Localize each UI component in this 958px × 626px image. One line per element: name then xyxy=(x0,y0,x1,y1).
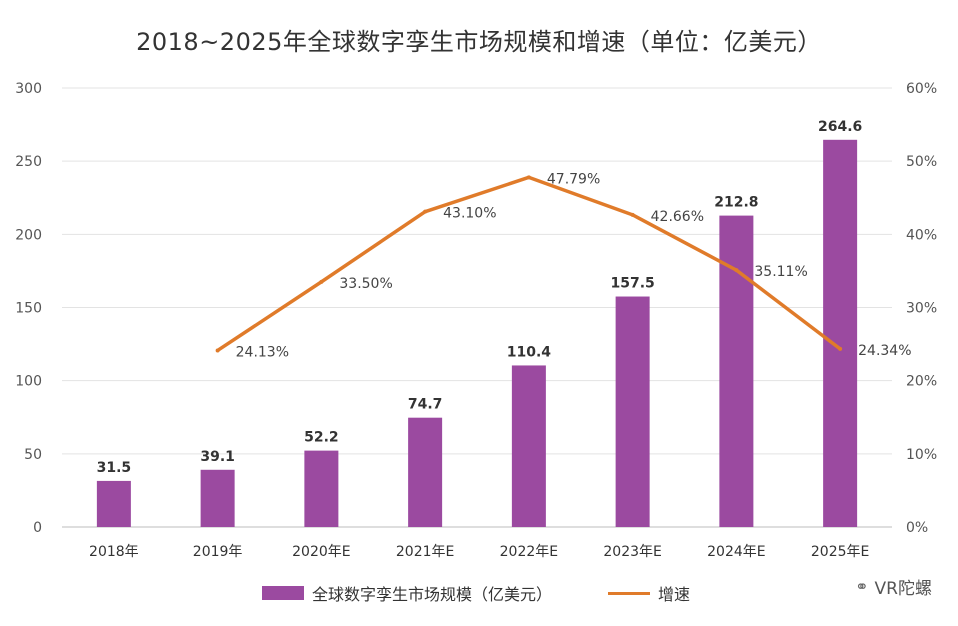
bar xyxy=(511,365,546,527)
x-tick-label: 2025年E xyxy=(811,544,869,560)
x-tick-label: 2020年E xyxy=(292,544,350,560)
bar xyxy=(823,139,858,527)
y-tick-label: 50 xyxy=(24,447,42,463)
y-tick-label: 250 xyxy=(15,154,42,170)
growth-value-label: 42.66% xyxy=(651,209,704,225)
bar-value-label: 74.7 xyxy=(408,397,443,413)
growth-value-label: 43.10% xyxy=(443,206,496,222)
bar-value-label: 264.6 xyxy=(818,119,862,135)
legend-bar: 全球数字孪生市场规模（亿美元） xyxy=(262,581,552,605)
bar-value-label: 212.8 xyxy=(714,195,758,211)
legend-bar-label: 全球数字孪生市场规模（亿美元） xyxy=(312,585,553,604)
growth-value-label: 24.34% xyxy=(858,343,911,359)
growth-point xyxy=(423,209,428,214)
x-tick-label: 2023年E xyxy=(603,544,661,560)
bar xyxy=(719,215,754,527)
chart-title: 2018~2025年全球数字孪生市场规模和增速（单位：亿美元） xyxy=(136,28,822,56)
growth-point xyxy=(630,212,635,217)
growth-value-label: 35.11% xyxy=(754,264,807,280)
y2-tick-label: 10% xyxy=(906,447,937,463)
bar xyxy=(408,417,443,527)
y2-tick-label: 20% xyxy=(906,374,937,390)
y2-tick-label: 60% xyxy=(906,81,937,97)
growth-point xyxy=(734,268,739,273)
x-tick-label: 2019年 xyxy=(193,544,243,560)
growth-value-label: 24.13% xyxy=(236,344,289,360)
legend-line-swatch xyxy=(608,591,650,595)
bar-value-label: 52.2 xyxy=(304,430,339,446)
legend-line-label: 增速 xyxy=(658,585,691,604)
watermark: ⚭ VR陀螺 xyxy=(855,574,932,599)
growth-point xyxy=(215,348,220,353)
growth-value-label: 33.50% xyxy=(339,276,392,292)
legend-line: 增速 xyxy=(608,581,690,605)
bar xyxy=(304,450,339,527)
x-tick-label: 2022年E xyxy=(500,544,558,560)
wechat-icon: ⚭ xyxy=(855,577,869,596)
bar-value-label: 39.1 xyxy=(200,449,235,465)
bar-value-label: 31.5 xyxy=(97,460,132,476)
growth-point xyxy=(526,175,531,180)
y-tick-label: 200 xyxy=(15,227,42,243)
y-tick-label: 300 xyxy=(15,81,42,97)
bar xyxy=(615,296,650,527)
y2-tick-label: 40% xyxy=(906,227,937,243)
growth-point xyxy=(838,346,843,351)
y2-tick-label: 30% xyxy=(906,301,937,317)
y-tick-label: 0 xyxy=(33,520,42,536)
bar-value-label: 110.4 xyxy=(507,344,552,360)
y-tick-label: 100 xyxy=(15,374,42,390)
legend-bar-swatch xyxy=(262,586,304,600)
x-tick-label: 2021年E xyxy=(396,544,454,560)
bar xyxy=(96,480,131,527)
y-tick-label: 150 xyxy=(15,301,42,317)
x-tick-label: 2024年E xyxy=(707,544,765,560)
bar xyxy=(200,469,235,527)
growth-value-label: 47.79% xyxy=(547,171,600,187)
watermark-text: VR陀螺 xyxy=(874,579,932,599)
y2-tick-label: 50% xyxy=(906,154,937,170)
bar-value-label: 157.5 xyxy=(610,276,654,292)
growth-point xyxy=(319,279,324,284)
x-tick-label: 2018年 xyxy=(89,544,139,560)
y2-tick-label: 0% xyxy=(906,520,928,536)
